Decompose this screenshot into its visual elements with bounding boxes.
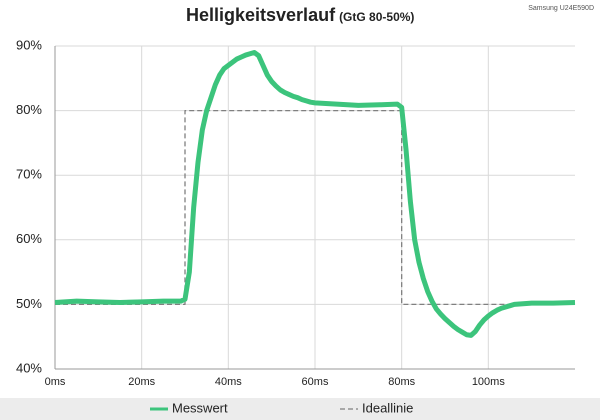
x-tick-label: 20ms [128, 376, 155, 388]
y-tick-label: 80% [16, 102, 42, 117]
x-tick-label: 40ms [215, 376, 242, 388]
chart-title: Helligkeitsverlauf [186, 5, 336, 25]
legend-label: Ideallinie [362, 400, 413, 415]
x-tick-label: 0ms [45, 376, 66, 388]
x-tick-label: 60ms [302, 376, 329, 388]
legend-label: Messwert [172, 400, 228, 415]
y-tick-label: 70% [16, 167, 42, 182]
line-series [54, 49, 576, 338]
x-tick-label: 100ms [472, 376, 506, 388]
y-tick-label: 40% [16, 360, 42, 375]
legend-strip [0, 398, 600, 420]
x-tick-label: 80ms [388, 376, 415, 388]
y-tick-label: 60% [16, 231, 42, 246]
line-series [55, 109, 575, 306]
y-tick-label: 90% [16, 37, 42, 52]
annotation: Samsung U24E590D [528, 5, 594, 12]
chart-subtitle: (GtG 80-50%) [339, 10, 414, 24]
y-tick-label: 50% [16, 296, 42, 311]
